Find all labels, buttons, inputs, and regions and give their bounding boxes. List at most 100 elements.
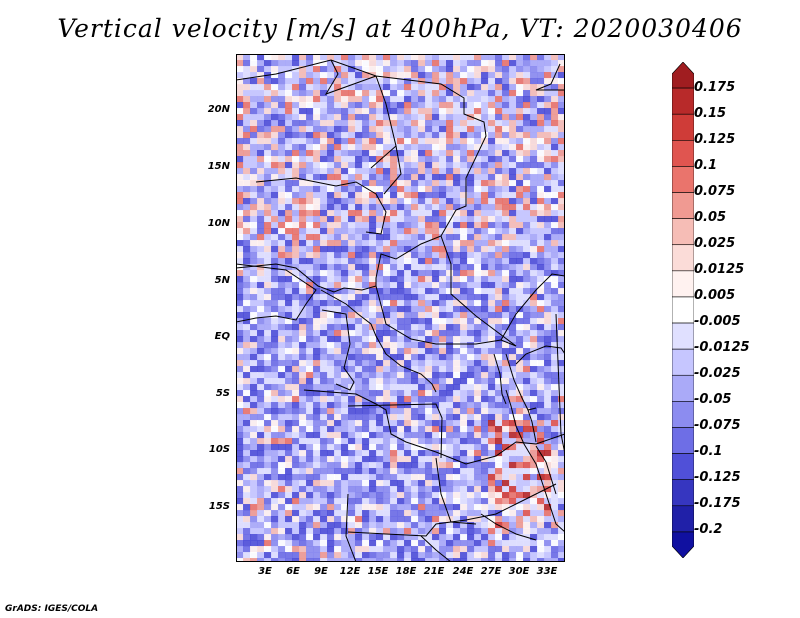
field-cell bbox=[404, 210, 412, 217]
field-cell bbox=[495, 186, 503, 193]
field-cell bbox=[467, 378, 475, 385]
field-cell bbox=[537, 168, 545, 175]
field-cell bbox=[299, 558, 307, 562]
field-cell bbox=[537, 60, 545, 67]
field-cell bbox=[264, 108, 272, 115]
field-cell bbox=[264, 222, 272, 229]
field-cell bbox=[537, 444, 545, 451]
field-cell bbox=[264, 66, 272, 73]
field-cell bbox=[488, 378, 496, 385]
field-cell bbox=[411, 378, 419, 385]
field-cell bbox=[285, 552, 293, 559]
field-cell bbox=[341, 504, 349, 511]
field-cell bbox=[369, 486, 377, 493]
field-cell bbox=[306, 108, 314, 115]
field-cell bbox=[425, 330, 433, 337]
field-cell bbox=[306, 84, 314, 91]
field-cell bbox=[397, 282, 405, 289]
field-cell bbox=[411, 258, 419, 265]
field-cell bbox=[502, 96, 510, 103]
field-cell bbox=[299, 204, 307, 211]
field-cell bbox=[474, 222, 482, 229]
field-cell bbox=[271, 222, 279, 229]
field-cell bbox=[376, 168, 384, 175]
field-cell bbox=[495, 90, 503, 97]
field-cell bbox=[278, 390, 286, 397]
field-cell bbox=[551, 366, 559, 373]
field-cell bbox=[250, 204, 258, 211]
field-cell bbox=[313, 120, 321, 127]
field-cell bbox=[467, 474, 475, 481]
field-cell bbox=[320, 66, 328, 73]
field-cell bbox=[537, 432, 545, 439]
field-cell bbox=[446, 132, 454, 139]
field-cell bbox=[418, 270, 426, 277]
field-cell bbox=[530, 534, 538, 541]
field-cell bbox=[369, 180, 377, 187]
field-cell bbox=[292, 318, 300, 325]
field-cell bbox=[257, 438, 265, 445]
field-cell bbox=[257, 504, 265, 511]
field-cell bbox=[341, 354, 349, 361]
field-cell bbox=[348, 60, 356, 67]
field-cell bbox=[320, 60, 328, 67]
field-cell bbox=[488, 450, 496, 457]
field-cell bbox=[502, 192, 510, 199]
field-cell bbox=[348, 264, 356, 271]
field-cell bbox=[362, 210, 370, 217]
field-cell bbox=[292, 102, 300, 109]
field-cell bbox=[292, 306, 300, 313]
field-cell bbox=[257, 72, 265, 79]
field-cell bbox=[257, 66, 265, 73]
field-cell bbox=[446, 510, 454, 517]
field-cell bbox=[481, 156, 489, 163]
field-cell bbox=[257, 366, 265, 373]
field-cell bbox=[460, 528, 468, 535]
field-cell bbox=[334, 450, 342, 457]
field-cell bbox=[376, 450, 384, 457]
field-cell bbox=[488, 534, 496, 541]
field-cell bbox=[474, 432, 482, 439]
field-cell bbox=[236, 96, 244, 103]
field-cell bbox=[460, 318, 468, 325]
field-cell bbox=[488, 120, 496, 127]
field-cell bbox=[327, 438, 335, 445]
field-cell bbox=[327, 492, 335, 499]
field-cell bbox=[537, 504, 545, 511]
field-cell bbox=[558, 396, 565, 403]
field-cell bbox=[495, 156, 503, 163]
field-cell bbox=[306, 330, 314, 337]
field-cell bbox=[334, 60, 342, 67]
field-cell bbox=[432, 204, 440, 211]
field-cell bbox=[467, 96, 475, 103]
field-cell bbox=[383, 162, 391, 169]
field-cell bbox=[495, 120, 503, 127]
field-cell bbox=[432, 324, 440, 331]
field-cell bbox=[369, 228, 377, 235]
field-cell bbox=[467, 498, 475, 505]
colorbar-segment bbox=[672, 322, 694, 350]
field-cell bbox=[257, 246, 265, 253]
field-cell bbox=[551, 192, 559, 199]
field-cell bbox=[467, 540, 475, 547]
field-cell bbox=[397, 324, 405, 331]
field-cell bbox=[544, 186, 552, 193]
field-cell bbox=[390, 240, 398, 247]
field-cell bbox=[418, 210, 426, 217]
field-cell bbox=[425, 120, 433, 127]
field-cell bbox=[530, 432, 538, 439]
field-cell bbox=[250, 120, 258, 127]
field-cell bbox=[362, 558, 370, 562]
field-cell bbox=[383, 270, 391, 277]
field-cell bbox=[558, 282, 565, 289]
field-cell bbox=[320, 420, 328, 427]
field-cell bbox=[376, 414, 384, 421]
field-cell bbox=[467, 360, 475, 367]
field-cell bbox=[299, 54, 307, 61]
field-cell bbox=[306, 102, 314, 109]
field-cell bbox=[355, 162, 363, 169]
field-cell bbox=[243, 288, 251, 295]
field-cell bbox=[264, 438, 272, 445]
field-cell bbox=[299, 198, 307, 205]
field-cell bbox=[369, 450, 377, 457]
